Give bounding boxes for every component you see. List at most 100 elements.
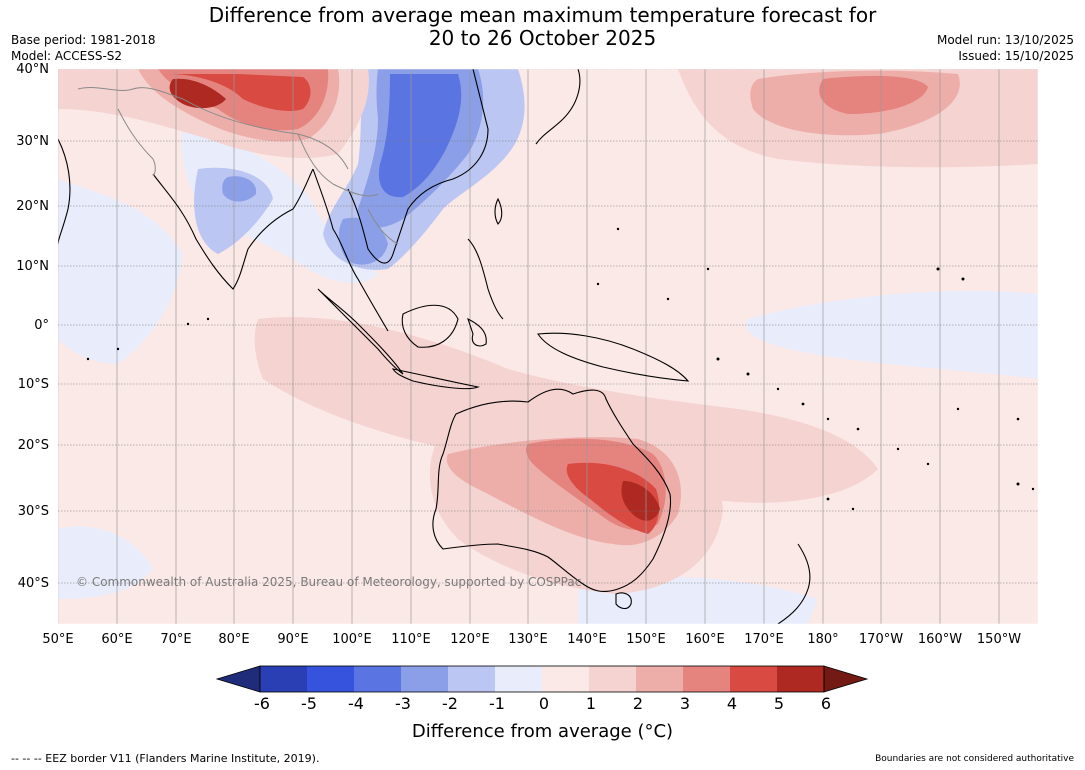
cool-area-southern-ocean xyxy=(58,526,153,599)
colorbar-tick: -2 xyxy=(442,694,458,713)
lon-label-60e: 60°E xyxy=(101,632,133,647)
pacific-islands xyxy=(86,227,1035,511)
colorbar-swatch xyxy=(636,666,683,692)
warm-area-pakistan-core xyxy=(169,78,226,109)
colorbar-swatch xyxy=(495,666,542,692)
coastline-philippines xyxy=(467,238,504,320)
model-name: Model: ACCESS-S2 xyxy=(11,49,123,63)
lat-label-0: 0° xyxy=(34,318,49,333)
colorbar-tick: -4 xyxy=(348,694,364,713)
colorbar-tick: 2 xyxy=(632,694,644,713)
model-run: Model run: 13/10/2025 xyxy=(936,33,1074,47)
cool-area-arabian-sea xyxy=(58,179,183,364)
coastline-java xyxy=(391,368,480,390)
cold-area-india-core xyxy=(222,176,257,202)
lon-label-110e: 110°E xyxy=(391,632,431,647)
lon-label-100e: 100°E xyxy=(332,632,372,647)
lon-label-50e: 50°E xyxy=(42,632,74,647)
colorbar-swatch xyxy=(354,666,401,692)
lon-label-130e: 130°E xyxy=(508,632,548,647)
coastline-australia xyxy=(432,388,672,593)
base-period: Base period: 1981-2018 xyxy=(11,33,156,47)
lat-label-20n: 20°N xyxy=(16,199,49,214)
cold-area-china-level3 xyxy=(378,74,462,198)
coastline-japan xyxy=(535,69,581,145)
cold-area-indochina xyxy=(338,217,388,265)
lon-label-150e: 150°E xyxy=(626,632,666,647)
colorbar-tick: -3 xyxy=(395,694,411,713)
lon-label-90e: 90°E xyxy=(277,632,309,647)
lon-label-160w: 160°W xyxy=(917,632,963,647)
coastline-taiwan xyxy=(494,197,503,225)
title-line-1: Difference from average mean maximum tem… xyxy=(208,3,877,27)
lon-label-140e: 140°E xyxy=(567,632,607,647)
colorbar-tick: 0 xyxy=(538,694,550,713)
lon-label-160e: 160°E xyxy=(685,632,725,647)
colorbar-swatch xyxy=(401,666,448,692)
colorbar-swatch xyxy=(683,666,730,692)
lat-label-10n: 10°N xyxy=(16,259,49,274)
issued-date: Issued: 15/10/2025 xyxy=(958,49,1074,63)
colorbar-title: Difference from average (°C) xyxy=(411,721,674,742)
colorbar-swatch xyxy=(307,666,354,692)
colorbar-swatch xyxy=(448,666,495,692)
colorbar-extend-low xyxy=(215,665,261,693)
lat-label-40n: 40°N xyxy=(16,62,49,77)
coastline-sumatra xyxy=(317,288,404,375)
cool-area-tropical-pacific xyxy=(745,290,1038,379)
colorbar-tick: 6 xyxy=(820,694,832,713)
warm-area-tibet-level4 xyxy=(168,74,311,111)
map-title: Difference from average mean maximum tem… xyxy=(0,4,1085,50)
colorbar-frame xyxy=(259,665,825,693)
coastline-tasmania xyxy=(615,592,632,610)
colorbar-tick: 3 xyxy=(679,694,691,713)
boundary-disclaimer: Boundaries are not considered authoritat… xyxy=(875,754,1074,764)
coastline-new-zealand xyxy=(777,543,811,624)
temperature-anomaly-map: © Commonwealth of Australia 2025, Bureau… xyxy=(58,69,1038,624)
coastlines xyxy=(58,69,811,624)
warm-area-north-pacific-core xyxy=(819,75,928,114)
lat-label-40s: 40°S xyxy=(17,576,49,591)
colorbar-swatch xyxy=(589,666,636,692)
coastline-burma-malaysia xyxy=(312,168,389,332)
coastline-indochina xyxy=(347,69,489,264)
lon-label-170e: 170°E xyxy=(744,632,784,647)
colorbar-swatch xyxy=(542,666,589,692)
colorbar-tick: -1 xyxy=(489,694,505,713)
copyright-text: © Commonwealth of Australia 2025, Bureau… xyxy=(76,575,581,589)
lon-label-170w: 170°W xyxy=(858,632,904,647)
meta-left: Base period: 1981-2018 Model: ACCESS-S2 xyxy=(11,32,156,64)
lon-label-80e: 80°E xyxy=(218,632,250,647)
lon-label-120e: 120°E xyxy=(450,632,490,647)
coastline-new-guinea xyxy=(537,332,690,382)
country-borders xyxy=(77,87,399,245)
lon-label-150w: 150°W xyxy=(976,632,1022,647)
eez-legend: -- -- -- EEZ border V11 (Flanders Marine… xyxy=(11,752,320,765)
colorbar-tick: 4 xyxy=(726,694,738,713)
colorbar xyxy=(215,665,869,693)
lon-label-180: 180° xyxy=(807,632,839,647)
coastline-borneo xyxy=(401,304,459,348)
coastline-india xyxy=(152,168,314,290)
colorbar-swatch xyxy=(777,666,824,692)
coastline-sulawesi xyxy=(467,317,487,347)
colorbar-tick: -5 xyxy=(301,694,317,713)
colorbar-tick: 1 xyxy=(585,694,597,713)
lat-label-20s: 20°S xyxy=(17,438,49,453)
coastline-arabia xyxy=(58,138,71,245)
colorbar-swatch xyxy=(260,666,307,692)
graticule xyxy=(58,69,1000,624)
warm-area-maritime-continent xyxy=(254,317,879,503)
colorbar-tick: -6 xyxy=(254,694,270,713)
latitude-lines xyxy=(58,69,1038,584)
meta-right: Model run: 13/10/2025 Issued: 15/10/2025 xyxy=(937,32,1074,64)
lat-label-30s: 30°S xyxy=(17,504,49,519)
colorbar-tick: 5 xyxy=(773,694,785,713)
title-line-2: 20 to 26 October 2025 xyxy=(428,26,657,50)
colorbar-swatches xyxy=(215,665,869,693)
colorbar-extend-high xyxy=(823,665,869,693)
lon-label-70e: 70°E xyxy=(160,632,192,647)
lat-label-10s: 10°S xyxy=(17,377,49,392)
colorbar-swatch xyxy=(730,666,777,692)
lat-label-30n: 30°N xyxy=(16,134,49,149)
